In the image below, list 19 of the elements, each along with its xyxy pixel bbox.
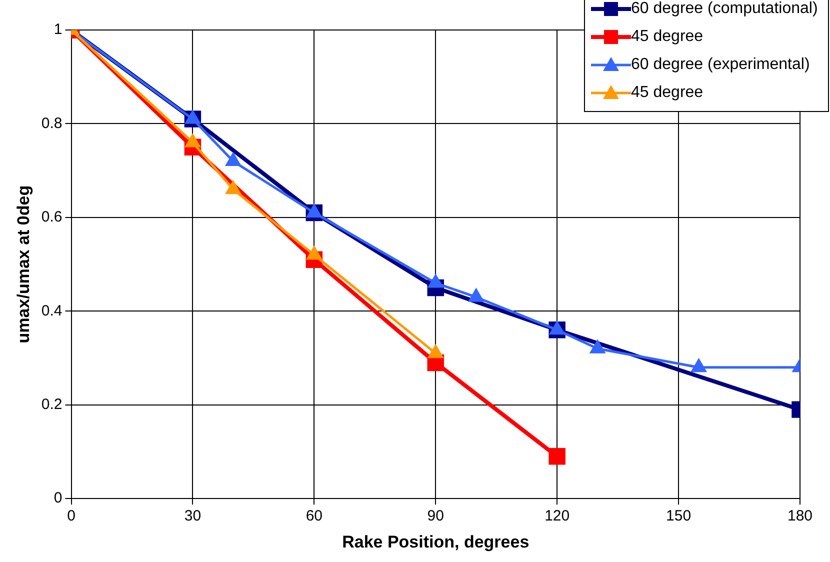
legend-label: 45 degree bbox=[631, 28, 704, 46]
y-axis-title: umax/umax at 0deg bbox=[14, 185, 33, 344]
y-tick-label: 0.4 bbox=[41, 302, 62, 320]
legend-label: 60 degree (computational) bbox=[631, 0, 818, 18]
x-tick-label: 0 bbox=[67, 508, 76, 525]
y-tick-label: 0 bbox=[54, 490, 62, 507]
x-tick-label: 90 bbox=[427, 508, 444, 525]
x-tick-label: 60 bbox=[306, 508, 323, 525]
y-tick-label: 1 bbox=[54, 21, 62, 38]
legend-label: 60 degree (experimental) bbox=[631, 56, 810, 74]
legend-label: 45 degree bbox=[631, 84, 704, 102]
y-tick-label: 0.6 bbox=[41, 208, 62, 226]
y-tick-label: 0.8 bbox=[41, 114, 62, 132]
y-tick-label: 0.2 bbox=[41, 396, 62, 414]
x-axis-title: Rake Position, degrees bbox=[342, 532, 530, 552]
x-tick-label: 180 bbox=[787, 508, 813, 525]
x-tick-label: 120 bbox=[544, 508, 570, 525]
x-tick-label: 30 bbox=[184, 508, 202, 525]
x-tick-label: 150 bbox=[666, 508, 692, 525]
